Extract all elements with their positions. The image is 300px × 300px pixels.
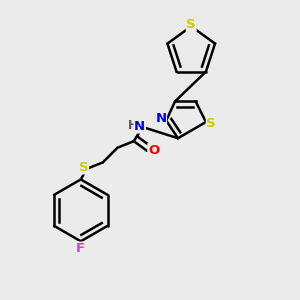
Text: S: S (186, 18, 196, 32)
Text: S: S (79, 161, 88, 174)
Text: N: N (134, 120, 145, 133)
Text: N: N (155, 112, 167, 125)
Text: F: F (76, 242, 86, 255)
Text: S: S (206, 117, 216, 130)
Text: O: O (148, 144, 159, 157)
Text: H: H (128, 119, 138, 132)
